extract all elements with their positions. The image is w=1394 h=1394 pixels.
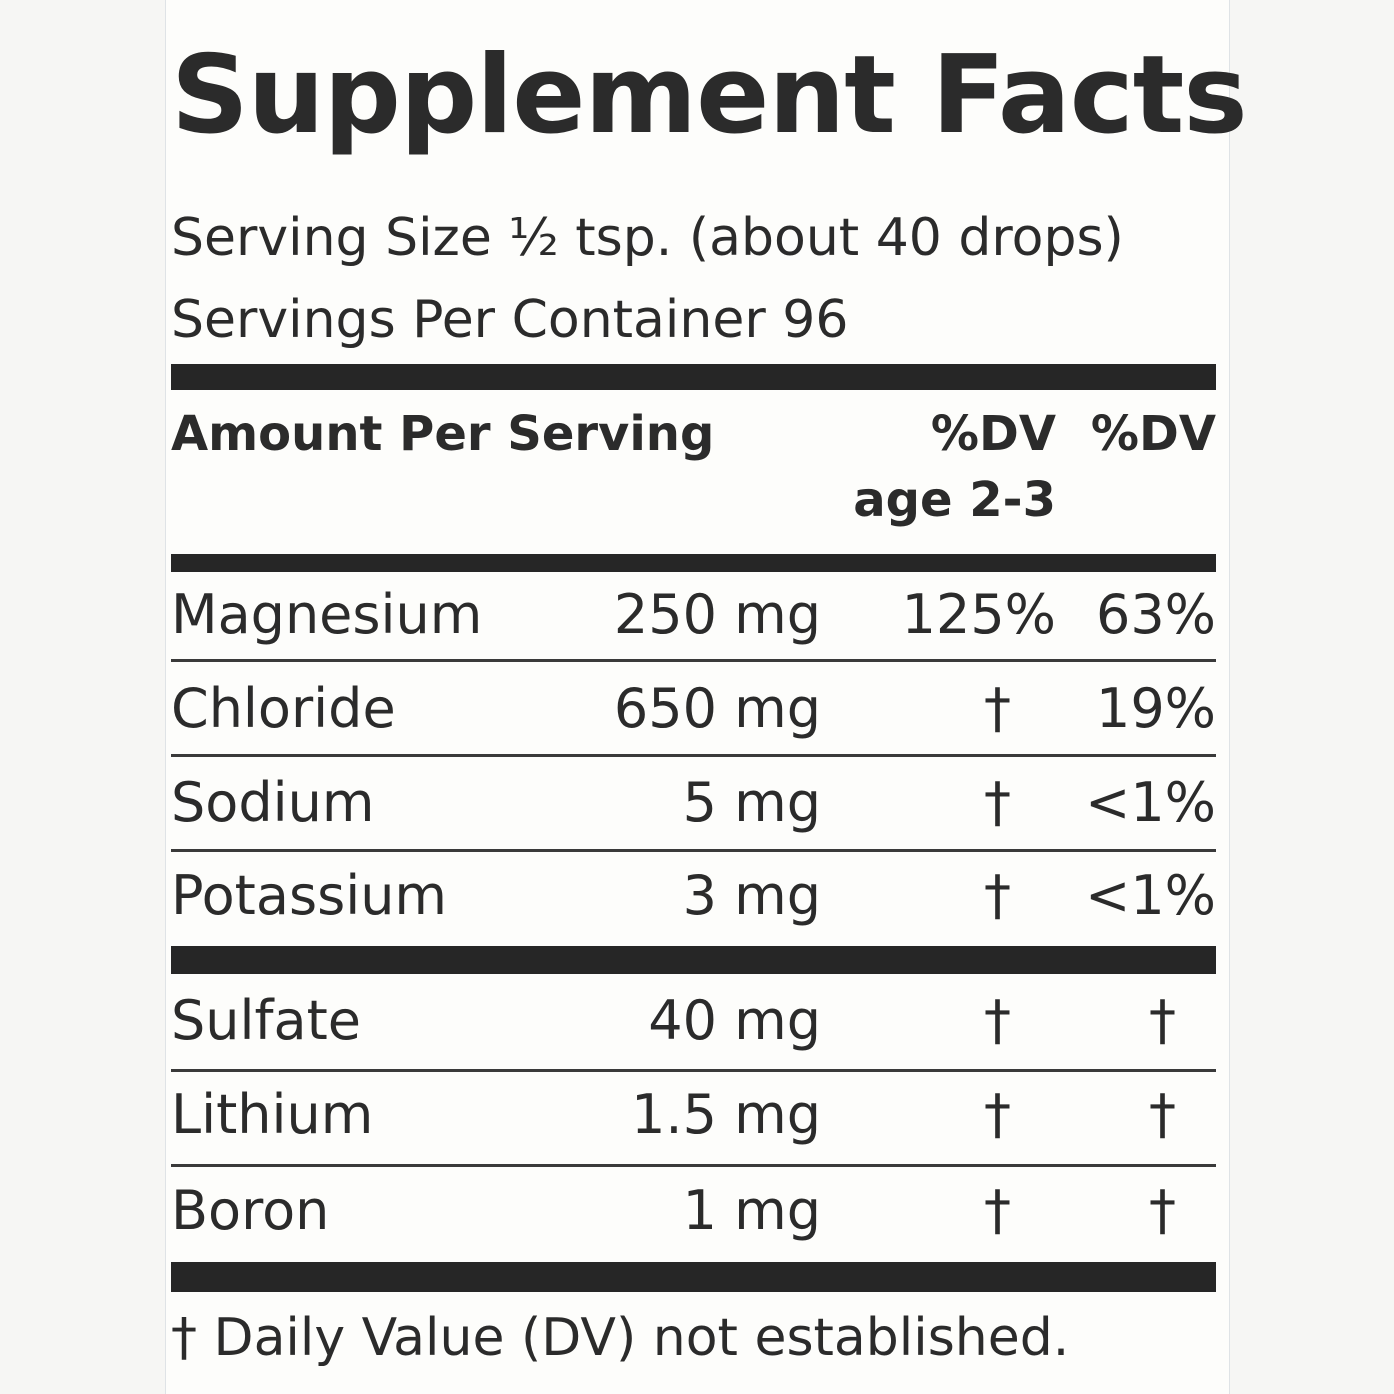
dv: 19% bbox=[1095, 677, 1216, 740]
footnote: † Daily Value (DV) not established. bbox=[171, 1308, 1070, 1368]
dv-child: † bbox=[984, 864, 1011, 927]
dv-child: 125% bbox=[901, 583, 1056, 646]
thick-rule bbox=[171, 364, 1216, 390]
dv: † bbox=[1149, 989, 1176, 1052]
nutrient-name: Boron bbox=[171, 1179, 330, 1242]
amount: 40 mg bbox=[648, 989, 821, 1052]
amount: 5 mg bbox=[682, 771, 821, 834]
header-dv-child: %DV bbox=[930, 406, 1056, 462]
dv: <1% bbox=[1085, 771, 1216, 834]
amount: 3 mg bbox=[682, 864, 821, 927]
amount: 250 mg bbox=[613, 583, 821, 646]
row-divider bbox=[171, 1069, 1216, 1072]
nutrient-name: Potassium bbox=[171, 864, 448, 927]
dv-child: † bbox=[984, 677, 1011, 740]
thick-rule bbox=[171, 1262, 1216, 1292]
header-dv-child-age: age 2-3 bbox=[853, 472, 1056, 528]
row-divider bbox=[171, 849, 1216, 852]
supplement-label: Supplement Facts Serving Size ½ tsp. (ab… bbox=[165, 0, 1248, 1394]
header-amount: Amount Per Serving bbox=[171, 406, 715, 462]
dv: <1% bbox=[1085, 864, 1216, 927]
serving-size: Serving Size ½ tsp. (about 40 drops) bbox=[171, 208, 1124, 268]
row-divider bbox=[171, 754, 1216, 757]
amount: 650 mg bbox=[613, 677, 821, 740]
nutrient-name: Sodium bbox=[171, 771, 375, 834]
row-divider bbox=[171, 1164, 1216, 1167]
amount: 1.5 mg bbox=[631, 1083, 821, 1146]
header-dv: %DV bbox=[1090, 406, 1216, 462]
dv: † bbox=[1149, 1179, 1176, 1242]
amount: 1 mg bbox=[682, 1179, 821, 1242]
title: Supplement Facts bbox=[171, 33, 1248, 158]
thick-rule bbox=[171, 554, 1216, 572]
row-divider bbox=[171, 659, 1216, 662]
nutrient-name: Magnesium bbox=[171, 583, 483, 646]
dv-child: † bbox=[984, 1083, 1011, 1146]
dv: 63% bbox=[1095, 583, 1216, 646]
dv-child: † bbox=[984, 1179, 1011, 1242]
nutrient-name: Chloride bbox=[171, 677, 396, 740]
nutrient-name: Lithium bbox=[171, 1083, 374, 1146]
dv-child: † bbox=[984, 771, 1011, 834]
servings-per-container: Servings Per Container 96 bbox=[171, 290, 849, 350]
nutrient-name: Sulfate bbox=[171, 989, 362, 1052]
dv-child: † bbox=[984, 989, 1011, 1052]
dv: † bbox=[1149, 1083, 1176, 1146]
thick-rule bbox=[171, 946, 1216, 974]
